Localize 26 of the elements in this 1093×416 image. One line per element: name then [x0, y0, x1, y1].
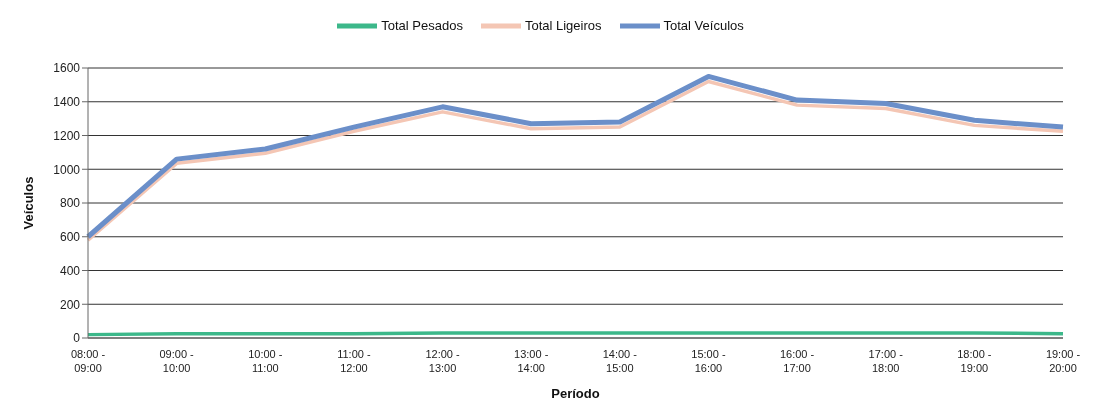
y-tick-label: 1400	[53, 95, 81, 110]
legend-label: Total Pesados	[380, 18, 463, 33]
x-tick-label: 13:00 - 14:00	[514, 348, 549, 374]
x-tick-label: 10:00 - 11:00	[248, 348, 283, 374]
x-tick-label: 11:00 - 12:00	[337, 348, 371, 374]
x-tick-label: 18:00 - 19:00	[957, 348, 992, 374]
y-axis-title: Veículos	[20, 176, 36, 230]
y-tick-label: 1000	[53, 162, 81, 177]
x-tick-label: 14:00 - 15:00	[602, 348, 638, 374]
x-tick-label: 15:00 - 16:00	[691, 348, 726, 374]
y-tick-label: 800	[59, 196, 81, 211]
y-tick-label: 1200	[53, 128, 81, 143]
x-tick-label: 12:00 - 13:00	[425, 348, 460, 374]
legend-label: Total Veículos	[662, 18, 744, 33]
x-axis-title: Período	[551, 386, 600, 401]
legend-label: Total Ligeiros	[523, 18, 602, 33]
y-tick-label: 200	[59, 297, 81, 312]
x-tick-label: 16:00 - 17:00	[779, 348, 815, 374]
y-tick-label: 400	[59, 263, 81, 278]
x-tick-label: 08:00 - 09:00	[70, 348, 106, 374]
y-tick-label: 600	[59, 230, 81, 245]
y-tick-label: 0	[73, 331, 81, 346]
x-tick-label: 17:00 - 18:00	[868, 348, 904, 374]
y-tick-label: 1600	[53, 61, 81, 76]
x-tick-label: 09:00 - 10:00	[159, 348, 195, 374]
x-tick-label: 19:00 - 20:00	[1045, 348, 1081, 374]
